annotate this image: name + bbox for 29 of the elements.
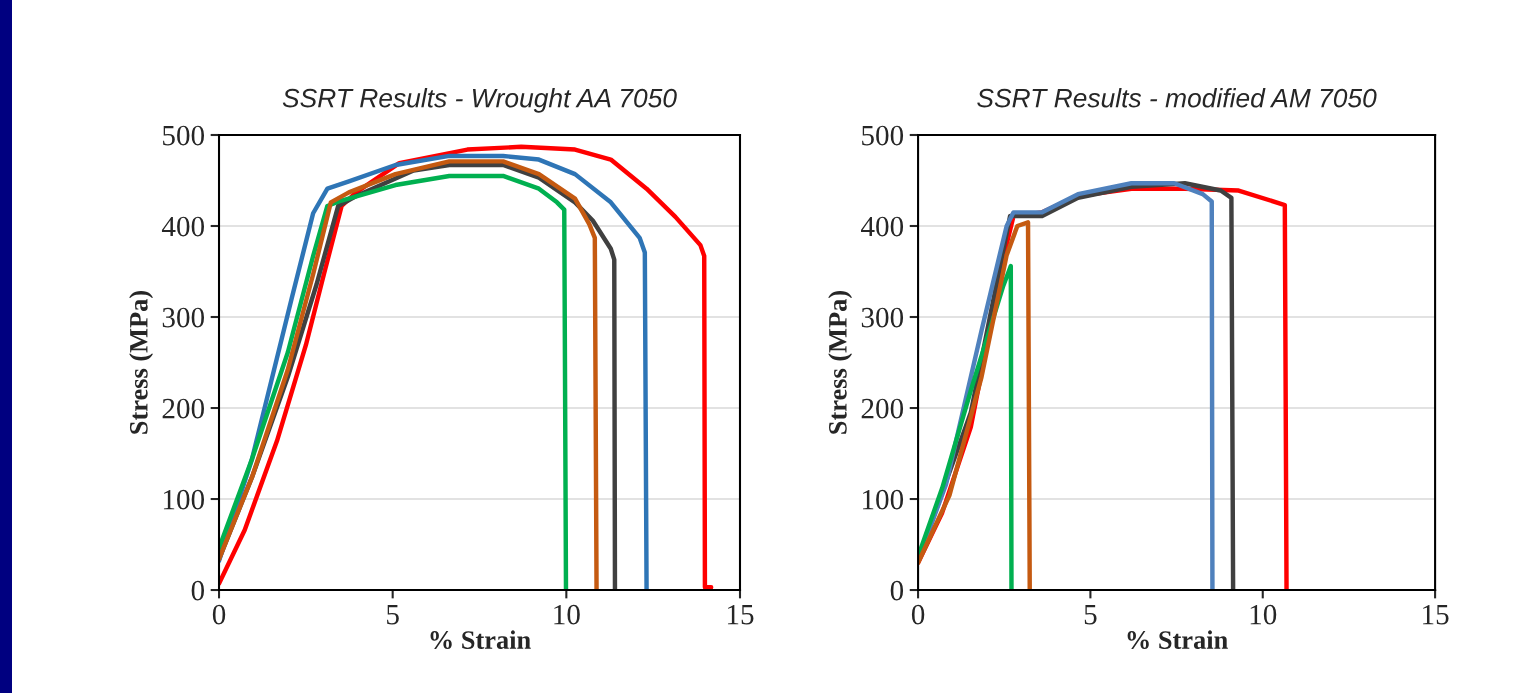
- y-tick-label: 200: [162, 398, 205, 419]
- x-tick-label: 5: [387, 605, 399, 625]
- x-axis-title: % Strain: [430, 630, 531, 650]
- line-series: [918, 263, 1014, 591]
- y-tick-label: 0: [890, 580, 904, 601]
- y-tick-label: 200: [861, 398, 904, 419]
- y-tick-label: 100: [163, 489, 205, 510]
- chart-title: SSRT Results - Wrought AA 7050: [282, 88, 677, 113]
- y-tick-label: 300: [861, 307, 904, 328]
- chart-title: SSRT Results - modified AM 7050: [977, 88, 1377, 108]
- x-tick-label: 10: [554, 604, 580, 625]
- line-series: [918, 220, 1032, 591]
- y-tick-label: 100: [863, 489, 904, 510]
- x-tick-label: 10: [1250, 604, 1277, 625]
- y-tick-label: 400: [161, 216, 205, 237]
- x-tick-label: 15: [727, 604, 754, 625]
- x-tick-label: 0: [212, 604, 226, 625]
- y-tick-label: 0: [191, 580, 205, 601]
- x-tick-label: 15: [1423, 604, 1449, 625]
- x-tick-label: 5: [1084, 605, 1097, 625]
- x-tick-label: 0: [911, 604, 925, 625]
- line-series: [219, 144, 714, 590]
- y-axis-title: Stress (MPa): [828, 290, 853, 434]
- y-axis-title: Stress (MPa): [129, 290, 154, 434]
- y-tick-label: 500: [862, 125, 904, 146]
- y-tick-label: 400: [861, 216, 904, 237]
- y-tick-label: 500: [163, 125, 205, 146]
- y-tick-label: 300: [162, 307, 205, 328]
- x-axis-title: % Strain: [1127, 630, 1228, 650]
